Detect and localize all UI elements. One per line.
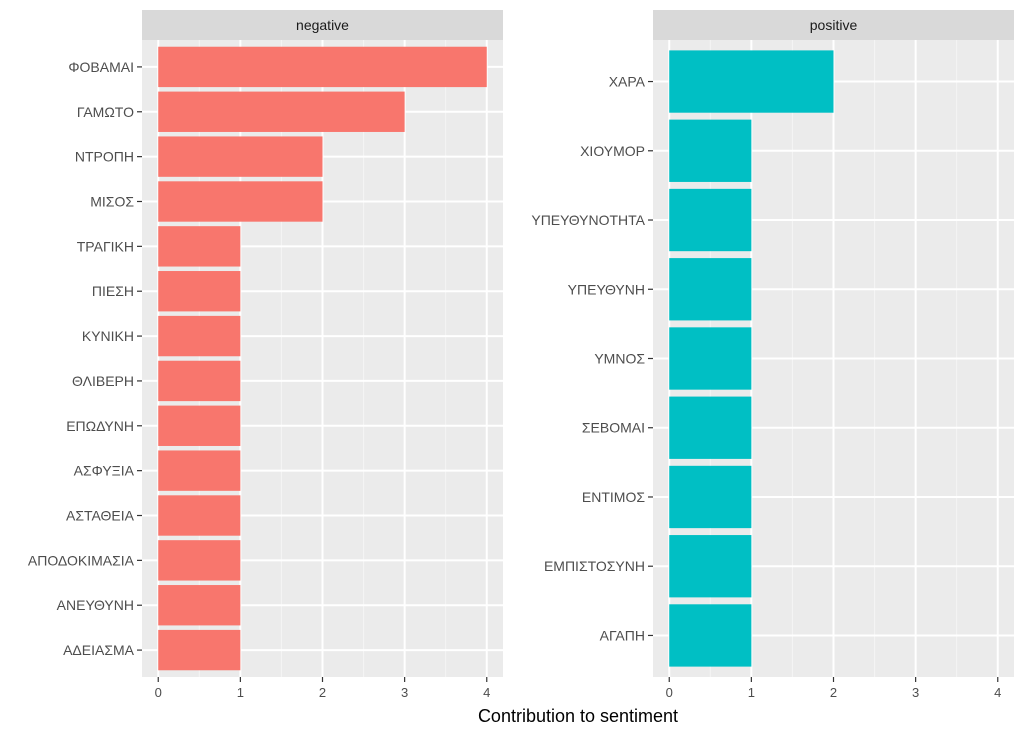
bar-positive xyxy=(669,188,752,252)
x-axis-title: Contribution to sentiment xyxy=(478,706,678,726)
x-tick-label: 1 xyxy=(748,685,755,700)
panel-positive: positive ΧΑΡΑ ΧΙΟΥΜΟΡ ΥΠΕΥΘΥΝΟΤΗΤΑ ΥΠΕΥΘΥΝΗ Υ… xyxy=(531,10,1014,700)
y-tick-label: ΥΜΝΟΣ xyxy=(594,351,645,367)
panel-negative: negative ΦΟΒΑΜΑΙ ΓΑΜΩΤΟ ΝΤΡΟΠΗ ΜΙΣΟΣ ΤΡΑΓΙΚΗ Π… xyxy=(28,10,503,700)
bar-negative xyxy=(158,91,405,132)
y-tick-label: ΕΜΠΙΣΤΟΣΥΝΗ xyxy=(544,558,645,574)
bar-negative xyxy=(158,495,241,536)
y-tick-label: ΧΙΟΥΜΟΡ xyxy=(580,143,645,159)
bar-positive xyxy=(669,396,752,459)
y-tick-label: ΕΝΤΙΜΟΣ xyxy=(582,489,645,505)
bar-negative xyxy=(158,405,241,446)
facet-label: negative xyxy=(296,17,349,33)
x-tick-label: 0 xyxy=(155,685,162,700)
y-tick-label: ΤΡΑΓΙΚΗ xyxy=(77,238,134,254)
bar-positive xyxy=(669,327,752,390)
y-tick-label: ΑΓΑΠΗ xyxy=(600,627,645,643)
x-tick-label: 4 xyxy=(994,685,1001,700)
bar-negative xyxy=(158,629,241,671)
bar-positive xyxy=(669,119,752,182)
y-tick-label: ΑΔΕΙΑΣΜΑ xyxy=(63,642,135,658)
y-tick-label: ΥΠΕΥΘΥΝΗ xyxy=(568,281,645,297)
facet-strip xyxy=(142,10,503,40)
x-tick-label: 3 xyxy=(912,685,919,700)
bar-negative xyxy=(158,450,241,491)
y-tick-label: ΣΕΒΟΜΑΙ xyxy=(582,420,645,436)
y-tick-label: ΘΛΙΒΕΡΗ xyxy=(72,373,134,389)
x-tick-label: 0 xyxy=(666,685,673,700)
y-tick-label: ΝΤΡΟΠΗ xyxy=(75,149,134,165)
bar-negative xyxy=(158,315,241,357)
bar-positive xyxy=(669,465,752,529)
y-tick-label: ΥΠΕΥΘΥΝΟΤΗΤΑ xyxy=(531,212,645,228)
bar-negative xyxy=(158,585,241,626)
x-tick-label: 2 xyxy=(830,685,837,700)
y-tick-label: ΜΙΣΟΣ xyxy=(90,193,134,209)
y-tick-label: ΠΙΕΣΗ xyxy=(92,283,134,299)
facet-label: positive xyxy=(810,17,858,33)
bar-positive xyxy=(669,258,752,321)
x-tick-label: 4 xyxy=(483,685,490,700)
bar-negative xyxy=(158,271,241,312)
y-tick-label: ΧΑΡΑ xyxy=(609,74,646,90)
bar-negative xyxy=(158,181,323,222)
y-tick-label: ΦΟΒΑΜΑΙ xyxy=(68,59,134,75)
x-tick-label: 3 xyxy=(401,685,408,700)
bar-negative xyxy=(158,46,487,88)
facet-strip xyxy=(653,10,1014,40)
y-tick-label: ΑΣΦΥΞΙΑ xyxy=(74,463,135,479)
bar-positive xyxy=(669,604,752,667)
x-tick-label: 2 xyxy=(319,685,326,700)
bar-negative xyxy=(158,136,323,177)
y-tick-label: ΑΣΤΑΘΕΙΑ xyxy=(66,508,135,524)
bar-negative xyxy=(158,540,241,581)
x-tick-label: 1 xyxy=(237,685,244,700)
bar-positive xyxy=(669,50,834,113)
y-tick-label: ΕΠΩΔΥΝΗ xyxy=(66,418,134,434)
y-tick-label: ΚΥΝΙΚΗ xyxy=(82,328,134,344)
bar-negative xyxy=(158,226,241,267)
bar-negative xyxy=(158,360,241,402)
y-tick-label: ΓΑΜΩΤΟ xyxy=(77,104,134,120)
bar-positive xyxy=(669,535,752,598)
y-tick-label: ΑΠΟΔΟΚΙΜΑΣΙΑ xyxy=(28,552,135,568)
y-tick-label: ΑΝΕΥΘΥΝΗ xyxy=(57,597,134,613)
